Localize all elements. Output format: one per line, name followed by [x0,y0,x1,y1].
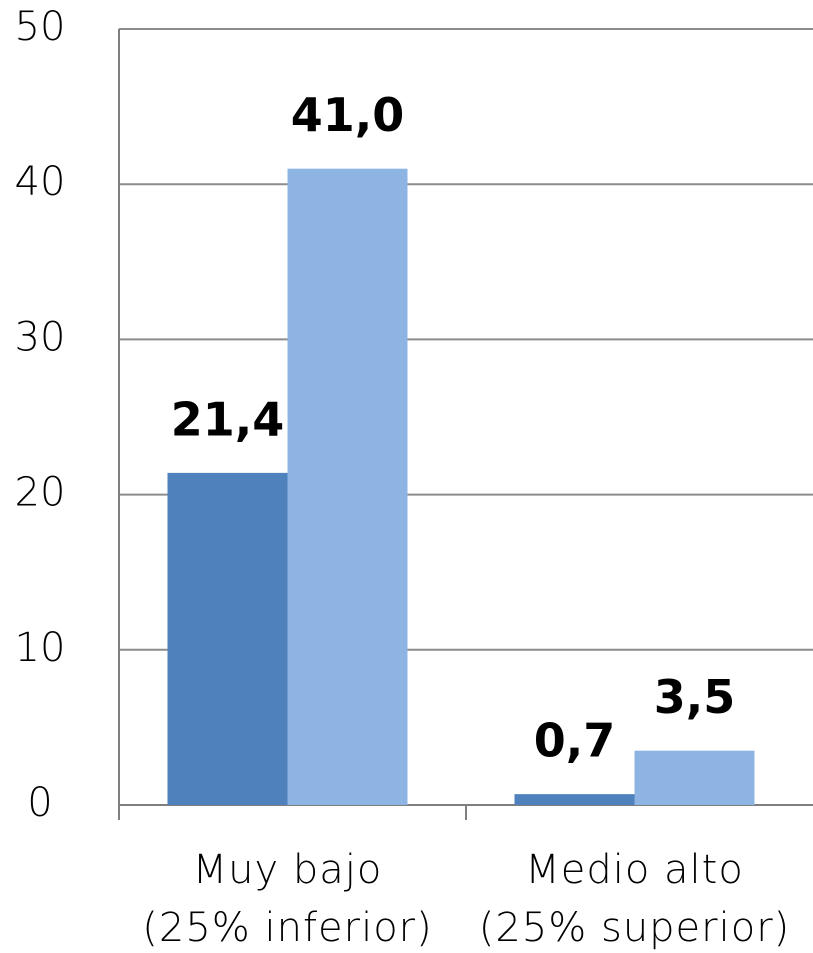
y-tick-label: 10 [15,625,66,671]
bar [514,794,635,805]
y-tick-label: 30 [15,314,66,360]
y-tick-label: 20 [15,470,66,516]
data-label: 0,7 [534,714,616,768]
data-label: 3,5 [654,670,736,724]
data-label: 21,4 [171,392,285,446]
bar [167,472,288,805]
data-label: 41,0 [291,88,405,142]
bar [287,168,408,805]
y-tick-label: 0 [27,780,52,826]
y-tick-label: 40 [15,159,66,205]
x-tick-label: Muy bajo [193,847,383,893]
bar [634,750,755,805]
x-tick-label: (25% superior) [479,905,791,951]
x-tick-label: Medio alto [525,847,744,893]
y-tick-label: 50 [15,4,66,50]
x-tick-label: (25% inferior) [142,905,432,951]
